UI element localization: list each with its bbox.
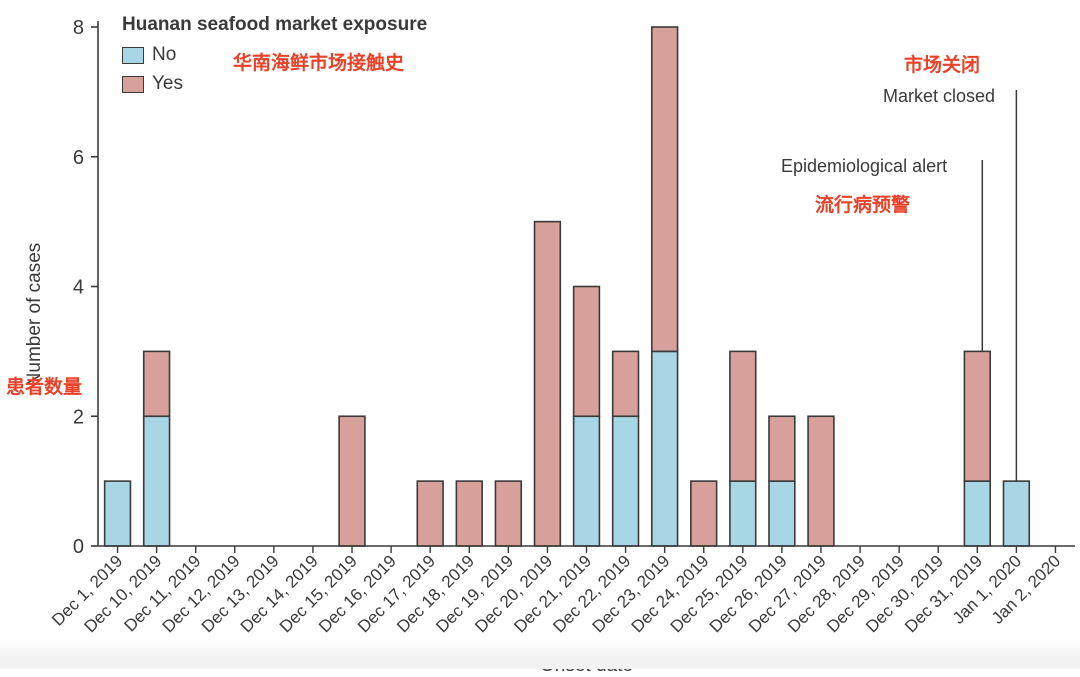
bar-no bbox=[1002, 480, 1031, 547]
closed-cn-note: 市场关闭 bbox=[904, 54, 981, 76]
bar-yes bbox=[690, 480, 718, 547]
legend-title: Huanan seafood market exposure bbox=[122, 14, 428, 35]
bar-yes bbox=[416, 480, 444, 547]
bar-no bbox=[963, 480, 991, 547]
bar-yes bbox=[729, 350, 757, 482]
bar-yes bbox=[650, 26, 679, 353]
bar-no bbox=[650, 350, 679, 547]
alert-cn-note: 流行病预警 bbox=[815, 194, 911, 216]
legend-label-yes: Yes bbox=[152, 73, 183, 94]
bar-yes bbox=[572, 285, 601, 418]
bar-yes bbox=[611, 350, 640, 418]
bar-no bbox=[142, 415, 171, 547]
bar-yes bbox=[338, 415, 366, 547]
annotation-epidemiological-alert: Epidemiological alert bbox=[781, 156, 948, 176]
bar-yes bbox=[494, 480, 523, 547]
legend-swatch-yes bbox=[122, 75, 144, 93]
bar-no bbox=[729, 480, 757, 547]
legend-label-no: No bbox=[152, 44, 177, 65]
y-tick-label: 6 bbox=[73, 147, 84, 169]
legend-item-no: No bbox=[122, 44, 176, 66]
legend-item-yes: Yes bbox=[122, 73, 183, 95]
x-axis-label: Onset date bbox=[540, 655, 633, 676]
bar-no bbox=[572, 415, 601, 547]
bar-yes bbox=[963, 350, 991, 482]
bar-no bbox=[611, 415, 640, 547]
bar-yes bbox=[533, 220, 562, 547]
bar-yes bbox=[142, 350, 171, 418]
y-tick-label: 2 bbox=[73, 406, 84, 428]
bar-yes bbox=[455, 480, 483, 547]
y-axis-title: Number of cases bbox=[24, 243, 45, 387]
y-tick-label: 8 bbox=[73, 17, 84, 39]
annotation-market-closed: Market closed bbox=[883, 86, 996, 106]
legend-swatch-no bbox=[122, 46, 144, 64]
legend-cn-note: 华南海鲜市场接触史 bbox=[233, 52, 405, 74]
y-tick-label: 0 bbox=[73, 536, 84, 558]
bar-no bbox=[103, 480, 132, 547]
ylabel-cn-note: 患者数量 bbox=[6, 376, 83, 398]
bar-no bbox=[768, 480, 796, 547]
bar-yes bbox=[807, 415, 835, 547]
bar-yes bbox=[768, 415, 796, 482]
y-tick-label: 4 bbox=[73, 277, 84, 299]
